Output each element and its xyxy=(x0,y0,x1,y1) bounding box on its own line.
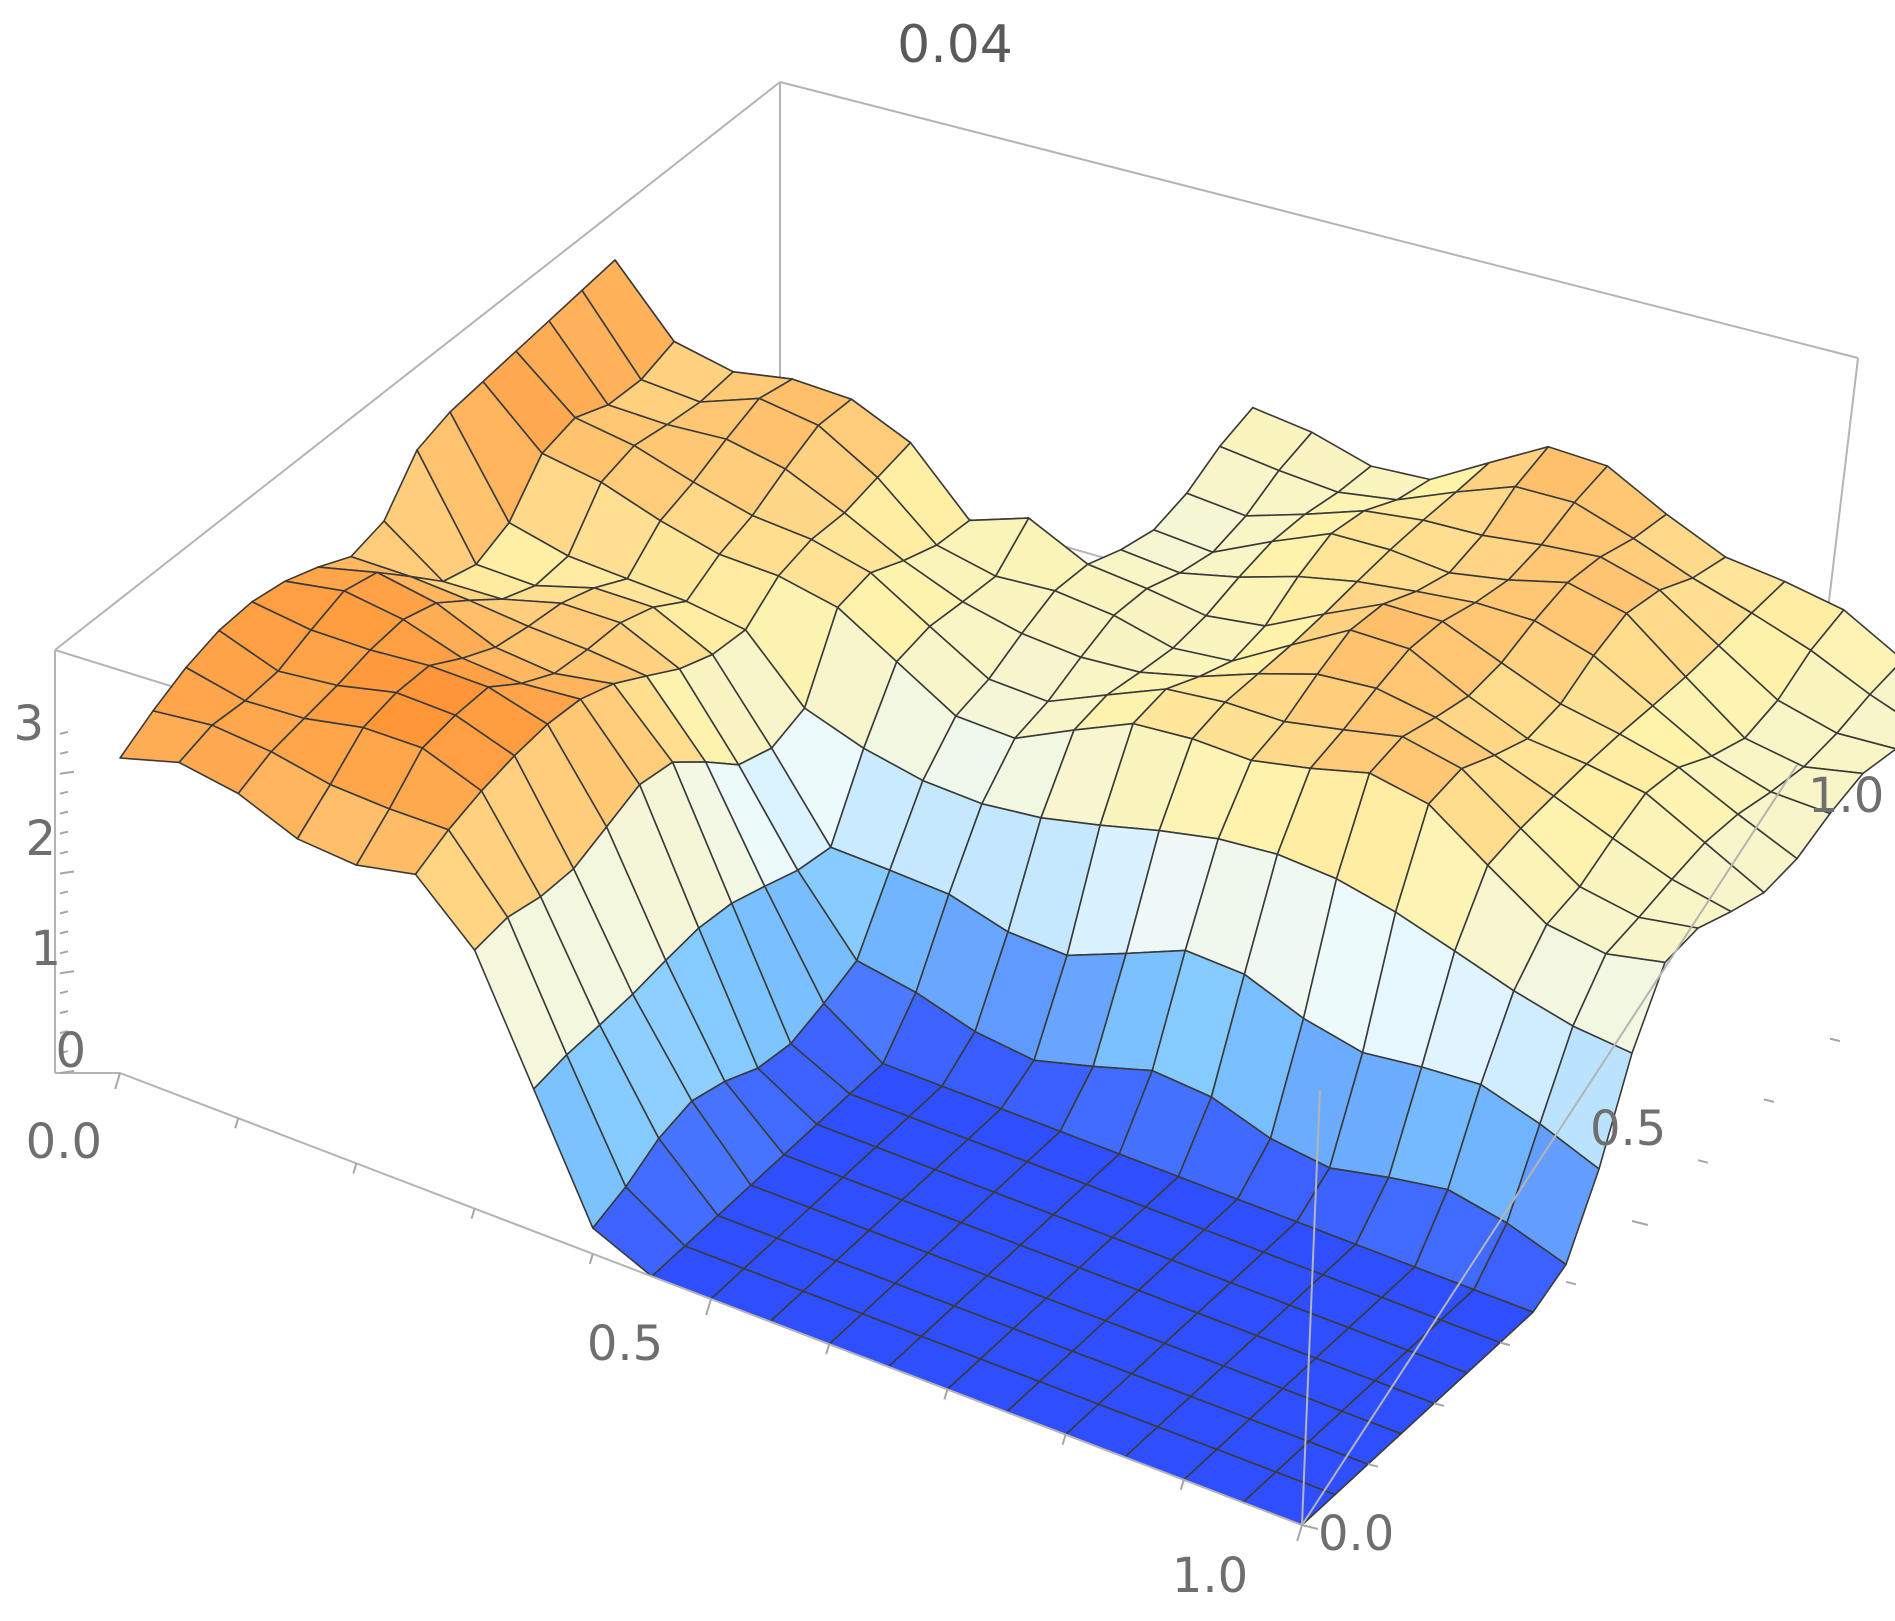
tick-mark xyxy=(59,950,69,955)
tick-mark xyxy=(59,770,75,775)
tick-mark xyxy=(1697,1159,1709,1164)
box-edge xyxy=(779,81,1859,359)
tick-mark xyxy=(1433,1402,1445,1407)
tick-mark xyxy=(59,870,75,875)
tick-mark xyxy=(59,990,69,995)
tick-mark xyxy=(59,830,69,835)
box-edge xyxy=(1301,764,1798,1526)
box-edge xyxy=(54,81,781,651)
tick-mark xyxy=(470,1208,476,1219)
tick-mark xyxy=(705,1298,712,1316)
tick-mark xyxy=(59,810,69,815)
z-tick-label: 1 xyxy=(30,921,61,977)
plot-title: 0.04 xyxy=(897,15,1013,75)
x-tick-label: 0.5 xyxy=(587,1316,663,1372)
tick-mark xyxy=(59,1030,69,1035)
x-tick-label: 1.0 xyxy=(1172,1548,1248,1604)
z-tick-label: 2 xyxy=(25,811,56,867)
z-axis-labels: 0 1 2 3 xyxy=(13,696,86,1079)
tick-mark xyxy=(59,970,75,975)
tick-mark xyxy=(1296,1524,1303,1542)
box-edge xyxy=(1301,1089,1321,1526)
tick-mark xyxy=(1631,1220,1649,1226)
tick-mark xyxy=(114,1072,121,1090)
tick-mark xyxy=(825,1343,831,1355)
tick-mark xyxy=(1829,1037,1841,1043)
y-tick-label: 0.0 xyxy=(1318,1506,1394,1562)
y-tick-label: 1.0 xyxy=(1808,768,1884,824)
tick-mark xyxy=(59,930,69,935)
tick-mark xyxy=(1565,1280,1577,1286)
tick-mark xyxy=(352,1163,358,1174)
tick-mark xyxy=(1367,1463,1379,1468)
surface-mesh xyxy=(119,259,1895,1526)
tick-mark xyxy=(59,1070,75,1074)
tick-mark xyxy=(1763,1098,1775,1103)
axis-ticks xyxy=(59,730,1841,1542)
y-tick-label: 0.5 xyxy=(1590,1101,1666,1157)
tick-mark xyxy=(234,1117,240,1129)
x-axis-labels: 0.0 0.5 1.0 xyxy=(26,1114,1249,1604)
tick-mark xyxy=(59,1050,69,1055)
tick-mark xyxy=(943,1389,949,1400)
y-axis-labels: 0.0 0.5 1.0 xyxy=(1318,768,1884,1562)
tick-mark xyxy=(1499,1341,1511,1347)
tick-mark xyxy=(59,790,69,795)
tick-mark xyxy=(59,850,69,855)
tick-mark xyxy=(1061,1434,1067,1445)
tick-mark xyxy=(59,1010,69,1015)
tick-mark xyxy=(1179,1479,1185,1491)
tick-mark xyxy=(59,910,69,915)
tick-mark xyxy=(1301,1524,1319,1530)
surface-patch xyxy=(1869,667,1895,713)
x-tick-label: 0.0 xyxy=(26,1114,102,1170)
z-tick-label: 3 xyxy=(13,696,44,752)
tick-mark xyxy=(59,730,69,735)
tick-mark xyxy=(588,1253,594,1265)
z-tick-label: 0 xyxy=(55,1023,86,1079)
tick-mark xyxy=(59,750,69,755)
tick-mark xyxy=(59,890,69,895)
